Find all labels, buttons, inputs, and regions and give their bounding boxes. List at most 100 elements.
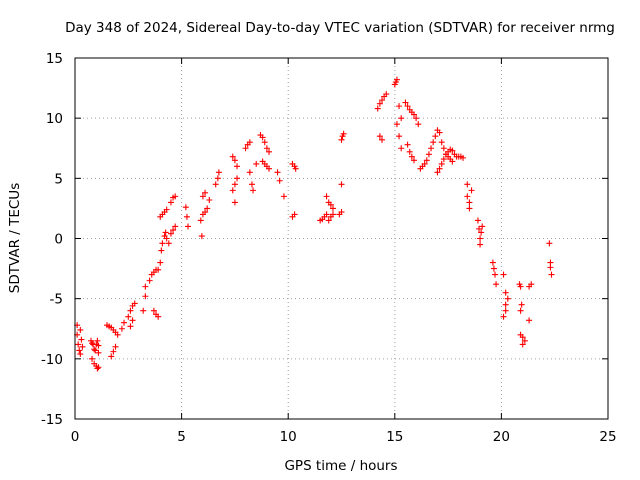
data-point <box>198 233 205 240</box>
data-point <box>165 240 172 247</box>
data-point <box>519 341 526 348</box>
data-point <box>155 266 162 273</box>
data-point <box>231 157 238 164</box>
data-point <box>402 99 409 106</box>
data-point <box>110 348 117 355</box>
data-point <box>329 205 336 212</box>
data-point <box>92 347 99 354</box>
data-point <box>95 342 102 349</box>
data-point <box>127 307 134 314</box>
data-point <box>376 133 383 140</box>
data-point <box>438 139 445 146</box>
x-axis-label: GPS time / hours <box>284 458 397 474</box>
data-point <box>398 115 405 122</box>
data-point <box>428 145 435 152</box>
data-point <box>440 156 447 163</box>
data-point <box>231 199 238 206</box>
data-point <box>421 160 428 167</box>
data-point <box>440 145 447 152</box>
y-tick-label: -15 <box>41 412 63 428</box>
data-point <box>464 181 471 188</box>
data-point <box>464 193 471 200</box>
data-point <box>436 165 443 172</box>
data-point <box>215 169 222 176</box>
data-point <box>502 301 509 308</box>
data-point <box>547 264 554 271</box>
data-point <box>250 187 257 194</box>
data-point <box>261 139 268 146</box>
data-point <box>75 341 82 348</box>
data-point <box>376 100 383 107</box>
data-point <box>182 204 189 211</box>
data-point <box>396 103 403 110</box>
data-point <box>77 351 84 358</box>
data-point <box>323 193 330 200</box>
data-point <box>436 129 443 136</box>
data-point <box>500 271 507 278</box>
data-point <box>374 105 381 112</box>
data-point <box>172 193 179 200</box>
data-point <box>142 293 149 300</box>
data-point <box>76 347 83 354</box>
data-point <box>206 196 213 203</box>
data-point <box>478 229 485 236</box>
data-point <box>404 103 411 110</box>
data-point <box>474 217 481 224</box>
data-point <box>398 145 405 152</box>
data-point <box>449 158 456 165</box>
data-point <box>432 133 439 140</box>
data-point <box>202 209 209 216</box>
data-point <box>118 325 125 332</box>
data-point <box>146 277 153 284</box>
data-point <box>197 217 204 224</box>
data-point <box>415 121 422 128</box>
axis-ticks: 0 5 10 15 20 25 -15 -10 -5 0 5 10 15 <box>41 51 617 445</box>
data-point <box>438 160 445 167</box>
data-point <box>280 193 287 200</box>
data-point <box>292 165 299 172</box>
data-point <box>108 353 115 360</box>
data-point <box>234 175 241 182</box>
data-point <box>229 187 236 194</box>
y-tick-label: 15 <box>46 51 63 67</box>
data-point <box>396 133 403 140</box>
data-point <box>449 147 456 154</box>
data-point <box>78 336 85 343</box>
data-point <box>393 121 400 128</box>
data-point <box>234 163 241 170</box>
data-point <box>423 157 430 164</box>
data-point <box>517 283 524 290</box>
data-point <box>140 307 147 314</box>
data-point <box>323 211 330 218</box>
data-point <box>276 177 283 184</box>
y-tick-label: -10 <box>41 352 63 368</box>
data-point <box>199 193 206 200</box>
data-point <box>291 211 298 218</box>
data-point <box>338 209 345 216</box>
data-point <box>121 319 128 326</box>
data-point <box>89 340 96 347</box>
data-point <box>466 205 473 212</box>
data-point <box>430 139 437 146</box>
y-tick-label: -5 <box>50 292 63 308</box>
data-point <box>131 300 138 307</box>
data-point <box>167 199 174 206</box>
chart-title: Day 348 of 2024, Sidereal Day-to-day VTE… <box>65 20 615 36</box>
data-point <box>521 337 528 344</box>
data-point <box>476 225 483 232</box>
data-point <box>517 307 524 314</box>
data-point <box>246 169 253 176</box>
data-point <box>229 153 236 160</box>
data-point <box>246 139 253 146</box>
data-point <box>157 259 164 266</box>
data-point <box>410 157 417 164</box>
data-point <box>172 223 179 230</box>
data-point <box>425 151 432 158</box>
data-point <box>242 145 249 152</box>
y-tick-label: 5 <box>54 171 63 187</box>
x-tick-label: 20 <box>493 429 510 445</box>
data-point <box>490 265 497 272</box>
data-point <box>77 326 84 333</box>
data-point <box>406 148 413 155</box>
